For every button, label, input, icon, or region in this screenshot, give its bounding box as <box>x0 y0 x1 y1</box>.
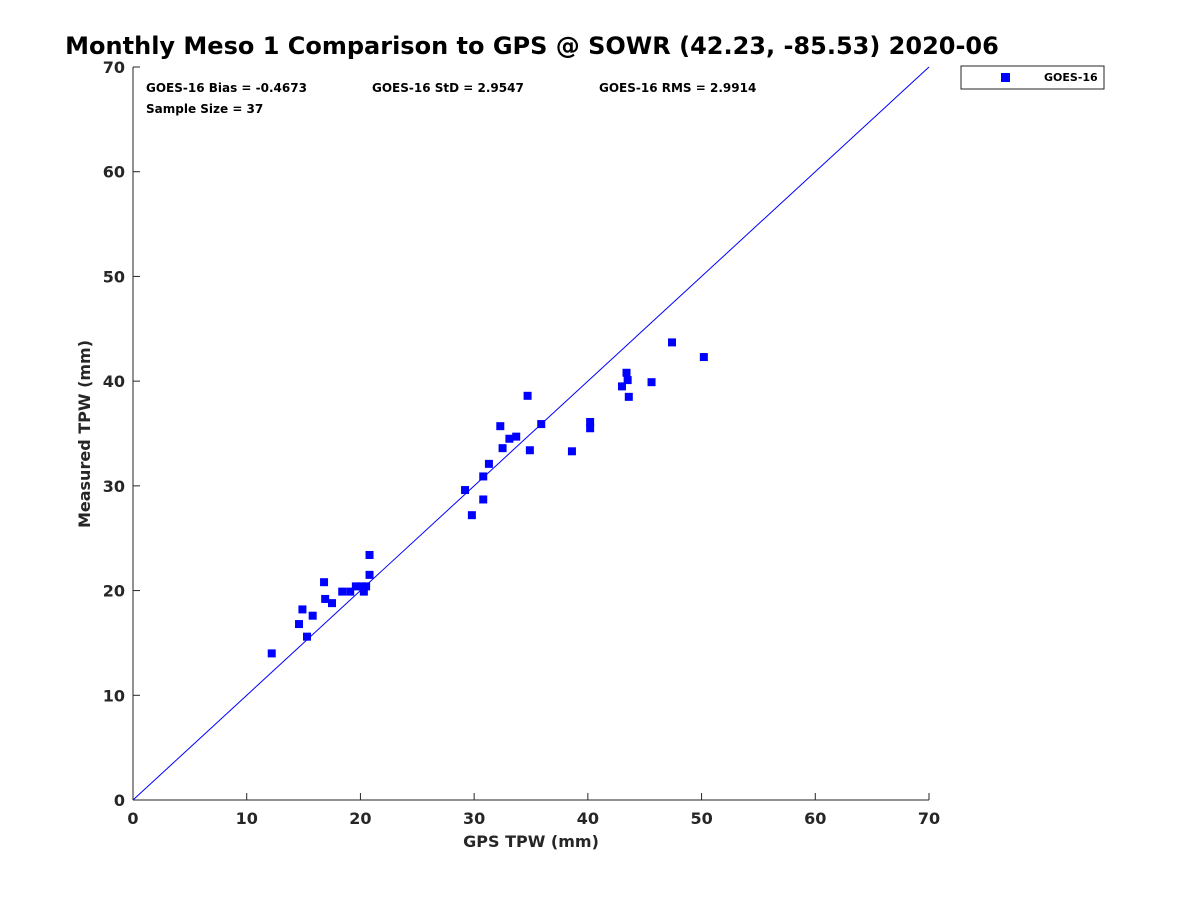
data-point <box>302 632 311 641</box>
legend-marker-goes-16 <box>1001 73 1010 82</box>
data-point <box>586 417 595 426</box>
data-point <box>461 486 470 495</box>
data-point <box>617 382 626 391</box>
legend-label-goes-16: GOES-16 <box>1044 71 1098 84</box>
data-point <box>525 446 534 455</box>
data-point <box>505 434 514 443</box>
data-point <box>668 338 677 347</box>
scatter-points <box>267 338 708 658</box>
data-point <box>623 376 632 385</box>
y-axis-label: Measured TPW (mm) <box>75 340 94 528</box>
chart-title: Monthly Meso 1 Comparison to GPS @ SOWR … <box>65 32 999 60</box>
y-tick-label: 70 <box>103 58 125 77</box>
data-point <box>699 353 708 362</box>
y-tick-label: 20 <box>103 582 125 601</box>
data-point <box>479 495 488 504</box>
x-axis-label: GPS TPW (mm) <box>463 832 599 851</box>
rms-annotation: GOES-16 RMS = 2.9914 <box>599 81 756 95</box>
data-point <box>365 570 374 579</box>
data-point <box>622 368 631 377</box>
data-point <box>321 594 330 603</box>
legend-box <box>960 65 1105 90</box>
data-point <box>647 378 656 387</box>
y-tick-label: 40 <box>103 372 125 391</box>
y-tick-label: 0 <box>114 791 125 810</box>
data-point <box>523 391 532 400</box>
data-point <box>359 587 368 596</box>
data-point <box>586 424 595 433</box>
data-point <box>498 444 507 453</box>
data-point <box>467 511 476 520</box>
data-point <box>346 587 355 596</box>
data-point <box>496 422 505 431</box>
std-annotation: GOES-16 StD = 2.9547 <box>372 81 524 95</box>
data-point <box>308 611 317 620</box>
data-point <box>351 582 360 591</box>
data-point <box>295 620 304 629</box>
y-tick-label: 30 <box>103 477 125 496</box>
legend: GOES-16 <box>960 65 1105 90</box>
data-point <box>338 587 347 596</box>
data-point <box>624 392 633 401</box>
data-point <box>320 578 329 587</box>
data-point <box>479 472 488 481</box>
data-point <box>537 420 546 429</box>
y-tick-label: 60 <box>103 163 125 182</box>
data-point <box>357 582 366 591</box>
x-tick-label: 20 <box>349 809 371 828</box>
bias-annotation: GOES-16 Bias = -0.4673 <box>146 81 307 95</box>
x-tick-label: 40 <box>577 809 599 828</box>
sample-size-annotation: Sample Size = 37 <box>146 102 263 116</box>
x-tick-label: 50 <box>690 809 712 828</box>
x-tick-label: 70 <box>918 809 940 828</box>
data-point <box>512 432 521 441</box>
data-point <box>365 550 374 559</box>
x-tick-label: 0 <box>127 809 138 828</box>
one-to-one-line <box>132 66 930 801</box>
data-point <box>328 599 336 608</box>
y-tick-label: 10 <box>103 686 125 705</box>
data-point <box>484 459 493 468</box>
data-point <box>567 447 576 456</box>
y-tick-label: 50 <box>103 267 125 286</box>
axis-ticks: 0 10 20 30 40 50 60 70 0 10 20 30 40 50 60 70 <box>103 58 940 828</box>
x-tick-label: 60 <box>804 809 826 828</box>
data-point <box>362 582 371 591</box>
x-tick-label: 10 <box>236 809 258 828</box>
x-tick-label: 30 <box>463 809 485 828</box>
data-point <box>298 605 307 614</box>
data-point <box>267 649 276 658</box>
